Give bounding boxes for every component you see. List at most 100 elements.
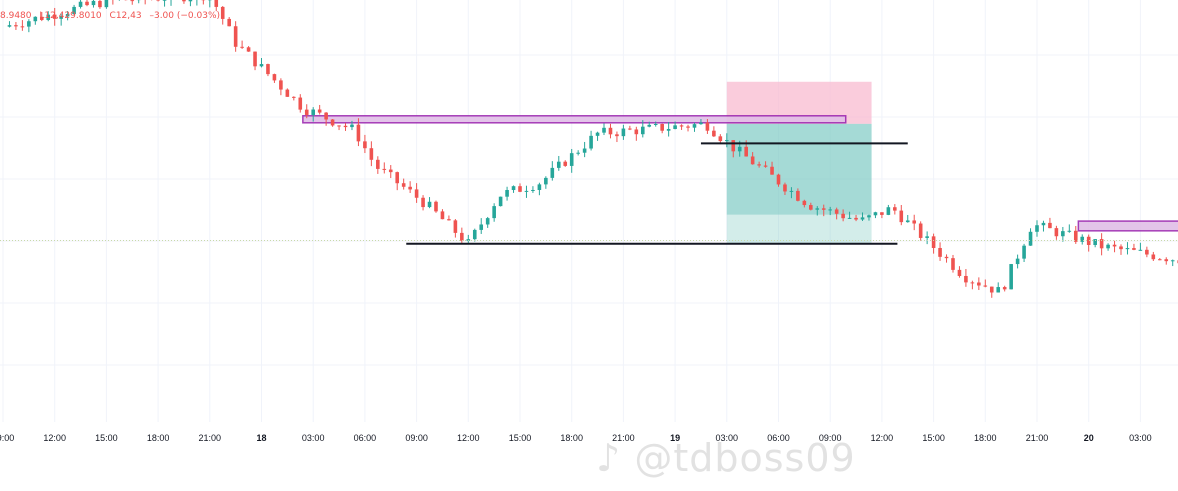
candle-body [569, 153, 574, 166]
candle-body [563, 161, 568, 166]
candle-body [279, 80, 283, 90]
candle-body [511, 186, 516, 191]
candle-body [317, 109, 322, 113]
candle-body [802, 200, 807, 206]
candle-body [46, 14, 51, 20]
candle-body [498, 196, 503, 207]
candle-body [1086, 236, 1091, 246]
candle-body [828, 209, 832, 211]
candle-body [957, 269, 962, 276]
time-axis-tick-label: 09:00 [819, 433, 842, 443]
candle-body [324, 112, 328, 120]
candle-body [977, 282, 981, 286]
candle-body [964, 275, 968, 283]
candle-body [847, 217, 852, 219]
candle-body [1009, 264, 1013, 290]
ohlc-close: C12,43 [109, 11, 142, 21]
supply-zone-rectangle[interactable] [302, 115, 847, 124]
candle-body [1048, 222, 1052, 229]
candle-body [27, 21, 31, 27]
time-axis-tick-label: 09:00 [405, 433, 428, 443]
candle-body [395, 172, 400, 184]
candle-body [330, 119, 335, 126]
candle-body [757, 164, 761, 166]
candle-body [983, 285, 988, 287]
candle-body [518, 186, 522, 192]
candle-body [1061, 231, 1065, 237]
candle-body [447, 219, 451, 221]
ohlc-legend: 8.9480 L12,429.8010 C12,43 –3.00 (−0.03%… [0, 11, 225, 21]
candle-body [608, 127, 613, 135]
time-axis-tick-label: 03:00 [1129, 433, 1152, 443]
candle-body [356, 124, 361, 142]
watermark-text: @tdboss09 [634, 436, 856, 480]
candle-body [821, 208, 826, 210]
candle-body [220, 6, 225, 19]
candle-body [453, 220, 458, 233]
candle-body [7, 25, 12, 27]
time-axis-tick-label: 03:00 [716, 433, 739, 443]
time-axis-tick-label: 15:00 [509, 433, 532, 443]
candle-body [421, 197, 425, 208]
candle-body [712, 130, 716, 137]
candle-body [893, 207, 897, 211]
candle-body [434, 201, 438, 212]
candle-body [1041, 222, 1046, 226]
candle-body [414, 189, 419, 198]
candle-body [1028, 231, 1033, 246]
candle-body [653, 124, 658, 126]
candle-body [725, 140, 729, 142]
candle-body [556, 161, 561, 168]
time-axis-tick-label: 18:00 [974, 433, 997, 443]
supply-zone-rectangle[interactable] [1077, 220, 1178, 232]
candle-body [718, 136, 723, 142]
time-axis-tick-label: 12:00 [43, 433, 66, 443]
candle-body [660, 124, 664, 131]
time-axis-tick-label: 15:00 [922, 433, 945, 443]
candle-body [472, 229, 477, 240]
candle-body [582, 148, 587, 153]
candle-body [505, 190, 509, 197]
candle-body [912, 220, 917, 224]
candle-body [589, 135, 593, 149]
candle-body [388, 169, 393, 173]
candle-body [227, 18, 231, 27]
supply-zones[interactable] [302, 115, 1178, 232]
time-axis-tick-label: 19 [670, 433, 680, 443]
candle-body [524, 190, 529, 192]
candle-body [1125, 248, 1130, 250]
horizontal-lines[interactable] [406, 142, 1178, 344]
candle-body [692, 124, 697, 128]
ohlc-open: 8.9480 [0, 11, 32, 21]
candle-body [996, 287, 1001, 293]
candle-body [1022, 245, 1026, 259]
candle-body [834, 209, 839, 214]
candle-body [162, 0, 167, 1]
candle-body [246, 47, 251, 52]
candle-body [634, 129, 639, 135]
candle-body [699, 122, 703, 125]
candle-body [763, 165, 768, 167]
time-axis[interactable]: 09:00 12:00 15:00 18:00 21:00 18 03:00 06:00 09:… [0, 433, 1178, 443]
candle-body [531, 189, 535, 191]
candle-body [970, 282, 975, 284]
candle-body [78, 1, 83, 7]
candle-body [156, 0, 160, 1]
candle-body [285, 89, 290, 97]
candle-body [363, 141, 367, 149]
candle-body [266, 64, 270, 75]
time-axis-tick-label: 12:00 [871, 433, 894, 443]
candle-body [880, 212, 884, 215]
candle-body [460, 232, 464, 241]
candle-body [944, 256, 949, 259]
time-axis-tick-label: 20 [1084, 433, 1094, 443]
candle-body [272, 74, 277, 81]
candle-body [783, 184, 787, 192]
candle-body [770, 166, 774, 175]
candle-body [615, 134, 619, 137]
candle-body [485, 218, 490, 225]
candle-body [1151, 254, 1156, 260]
candle-body [259, 64, 264, 67]
ohlc-low: L12,429.8010 [39, 11, 102, 21]
